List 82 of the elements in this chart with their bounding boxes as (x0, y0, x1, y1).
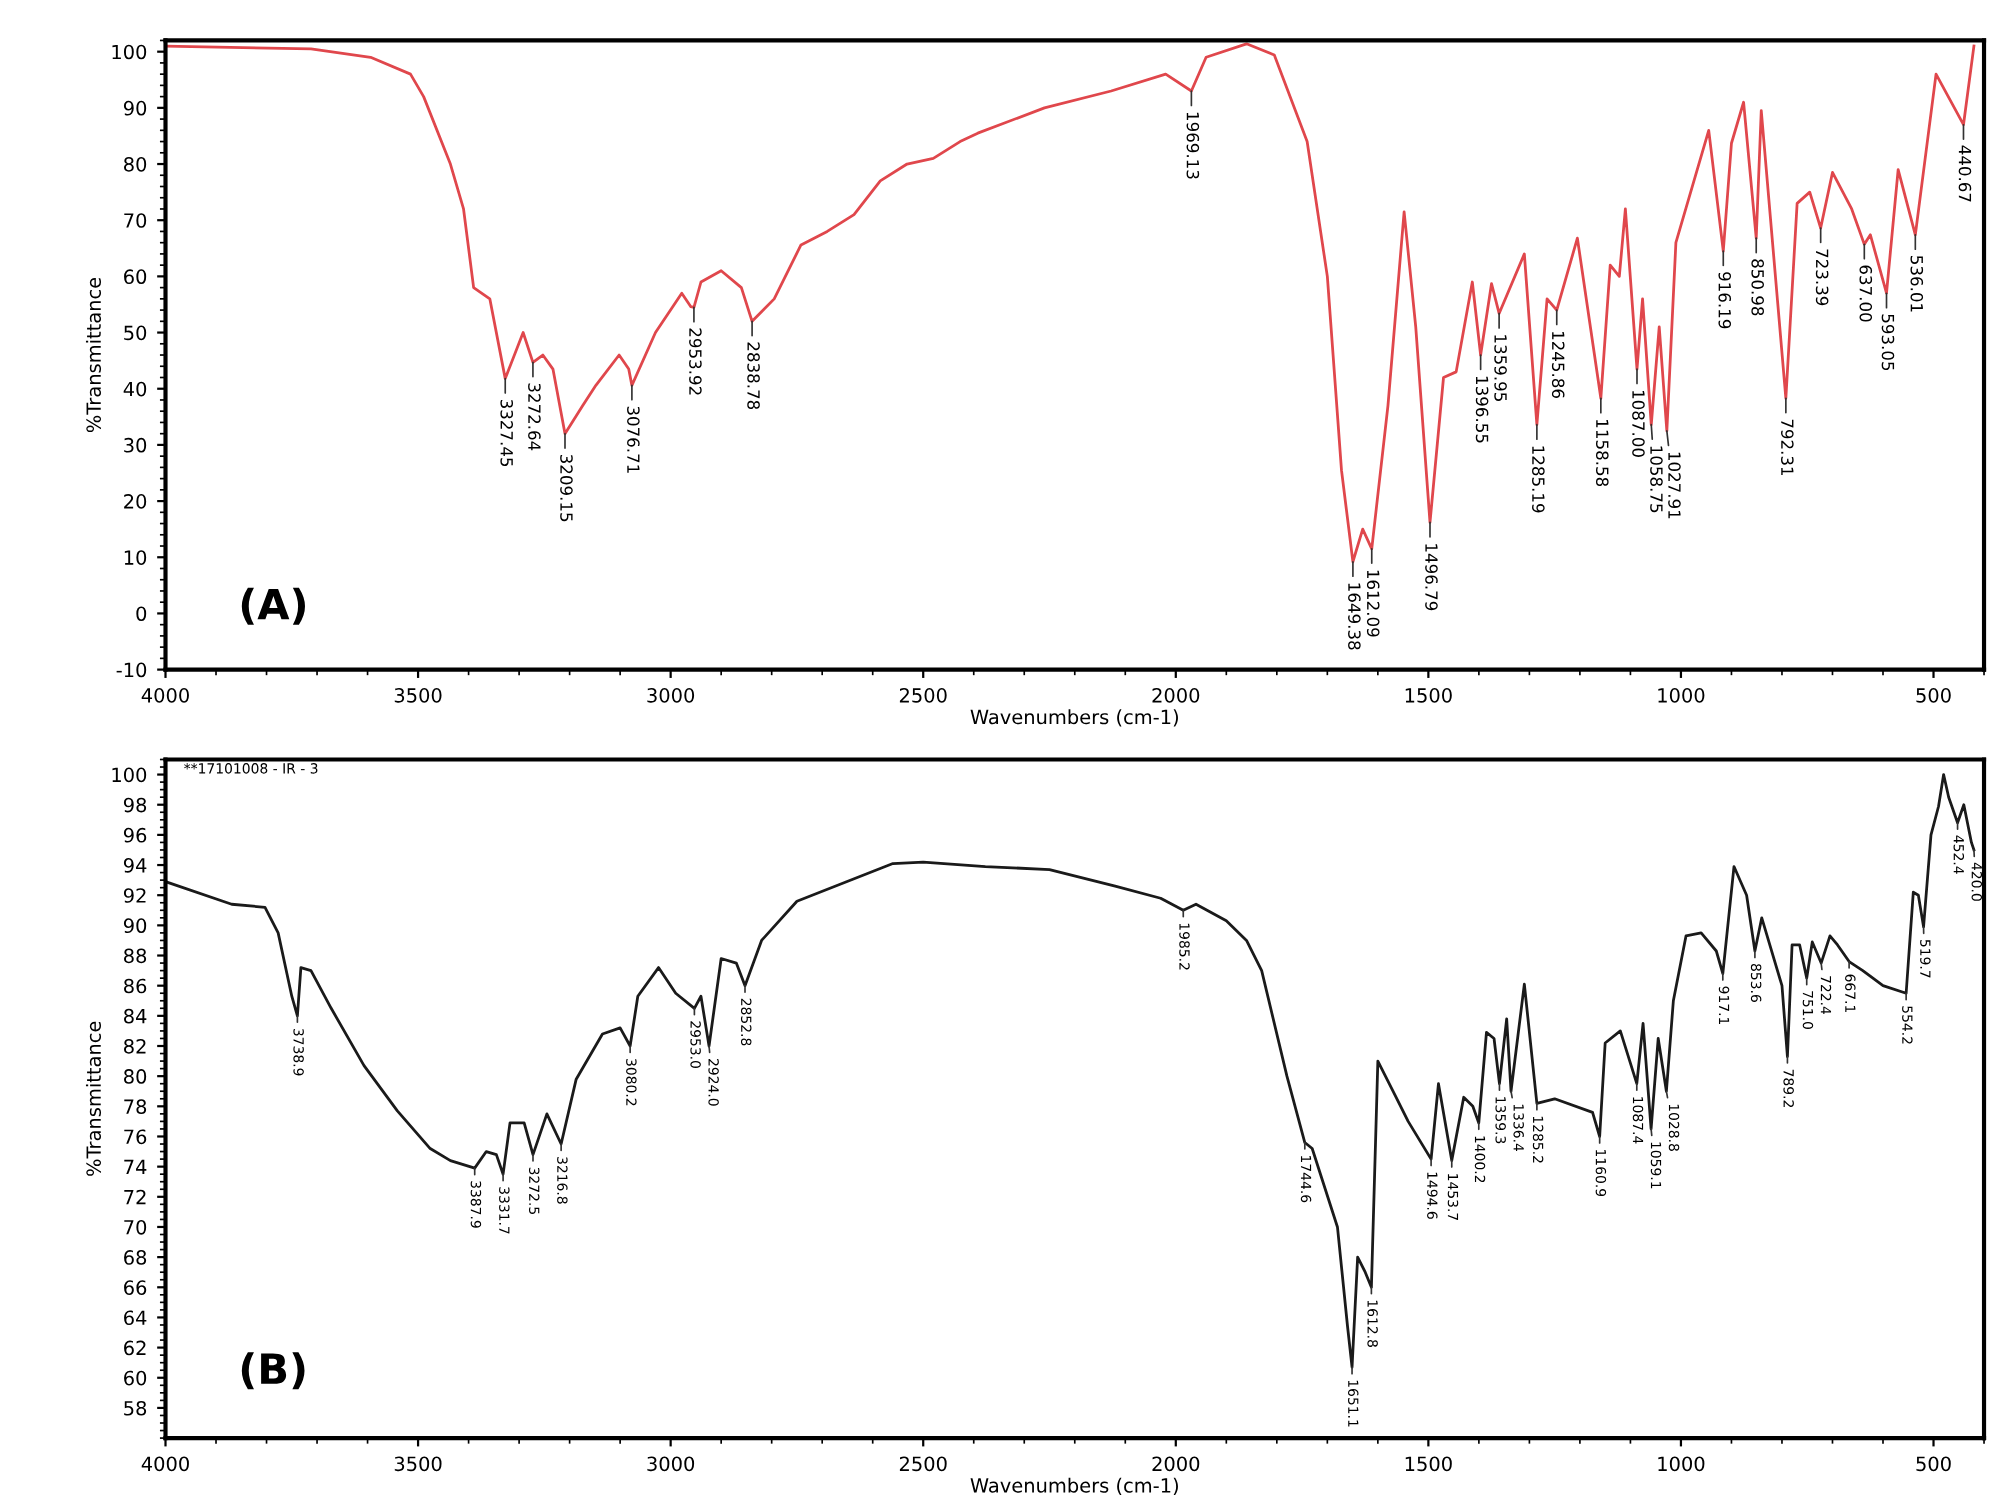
annotation: 2953.92 (689, 328, 702, 395)
annotation: 723.39 (1815, 249, 1829, 306)
annotation: 1158.58 (1596, 420, 1609, 487)
y-axis-title: %Transmittance (85, 1021, 102, 1176)
annotation: 3209.15 (560, 454, 573, 522)
annotation: 792.31 (1781, 419, 1794, 476)
y-tick-label: 64 (124, 1310, 147, 1326)
annotation: 637.00 (1859, 265, 1873, 322)
y-tick-label: 30 (124, 437, 147, 453)
y-tick-label: 70 (124, 1219, 147, 1235)
annotation: 1027.91 (1668, 452, 1681, 519)
annotation: 1245.86 (1551, 331, 1565, 398)
annotation: 3076.71 (627, 406, 640, 473)
x-tick-label: 3000 (647, 1456, 695, 1472)
annotation: 1359.95 (1494, 335, 1507, 401)
y-tick-label: 90 (123, 918, 147, 934)
y-tick-label: 98 (123, 797, 147, 813)
x-axis-title: Wavenumbers (cm-1) (970, 1477, 1178, 1496)
y-tick-label: 84 (124, 1008, 147, 1024)
annotation: 440.67 (1958, 145, 1972, 202)
annotation: 2838.78 (747, 342, 760, 410)
annotation: (A) (241, 587, 305, 625)
x-tick-label: 3000 (647, 688, 695, 703)
y-tick-label: -10 (116, 662, 147, 678)
y-tick-label: 86 (124, 978, 147, 994)
y-tick-label: 82 (124, 1038, 146, 1054)
x-tick-label: 2000 (1152, 1456, 1200, 1472)
y-tick-label: 66 (124, 1280, 147, 1295)
y-tick-label: 10 (124, 550, 147, 565)
x-tick-label: 1500 (1405, 688, 1452, 703)
annotation: 1396.55 (1475, 376, 1489, 443)
annotation: 3272.64 (528, 383, 541, 451)
x-tick-label: 4000 (141, 1456, 189, 1472)
y-tick-label: 72 (124, 1189, 146, 1205)
y-tick-label: 88 (124, 948, 147, 964)
annotation: 3327.45 (500, 399, 514, 467)
y-tick-label: 20 (124, 494, 147, 509)
annotation: 1969.13 (1186, 112, 1200, 179)
x-tick-label: 500 (1916, 688, 1951, 703)
annotation: 916.19 (1718, 272, 1732, 329)
x-tick-label: 2500 (899, 688, 947, 703)
x-tick-label: 500 (1916, 1456, 1951, 1472)
y-tick-label: 94 (123, 858, 147, 873)
annotation: 1058.75 (1650, 446, 1663, 513)
annotation: 593.05 (1881, 314, 1895, 371)
y-tick-label: 58 (124, 1400, 147, 1416)
y-tick-label: 74 (124, 1159, 147, 1175)
x-tick-label: 1000 (1658, 688, 1705, 703)
annotation: (B) (241, 1352, 305, 1390)
y-tick-label: 78 (124, 1099, 147, 1114)
y-tick-label: 92 (123, 888, 146, 903)
y-tick-label: 60 (124, 1370, 147, 1386)
x-tick-label: 4000 (141, 688, 189, 703)
y-tick-label: 50 (124, 325, 147, 341)
y-tick-label: 76 (124, 1129, 147, 1145)
y-tick-label: 40 (123, 381, 147, 397)
y-tick-label: 100 (112, 767, 147, 783)
y-tick-label: 100 (112, 44, 147, 60)
annotation: 1612.09 (1366, 570, 1380, 637)
x-tick-label: 3500 (394, 688, 442, 703)
y-tick-label: 70 (124, 213, 147, 228)
x-tick-label: 1000 (1658, 1456, 1705, 1472)
x-tick-label: 1500 (1405, 1456, 1452, 1472)
x-axis-title: Wavenumbers (cm-1) (970, 709, 1178, 727)
y-tick-label: 90 (123, 100, 147, 116)
annotation: 1649.38 (1348, 583, 1361, 650)
annotation: 1496.79 (1425, 544, 1438, 611)
x-tick-label: 2000 (1152, 688, 1200, 703)
annotation: 1285.19 (1532, 446, 1545, 513)
annotation: 536.01 (1910, 256, 1924, 312)
y-tick-label: 60 (124, 269, 147, 285)
y-tick-label: 80 (124, 156, 147, 172)
annotation: 850.98 (1751, 259, 1764, 316)
y-tick-label: 68 (124, 1250, 147, 1265)
y-tick-label: 0 (136, 606, 147, 622)
x-tick-label: 2500 (899, 1456, 947, 1472)
y-tick-label: 96 (123, 827, 147, 843)
annotation: 1087.00 (1632, 390, 1645, 457)
y-tick-label: 80 (124, 1069, 147, 1084)
y-tick-label: 62 (124, 1340, 146, 1356)
x-tick-label: 3500 (394, 1456, 442, 1472)
y-axis-title: %Transmittance (85, 277, 102, 433)
